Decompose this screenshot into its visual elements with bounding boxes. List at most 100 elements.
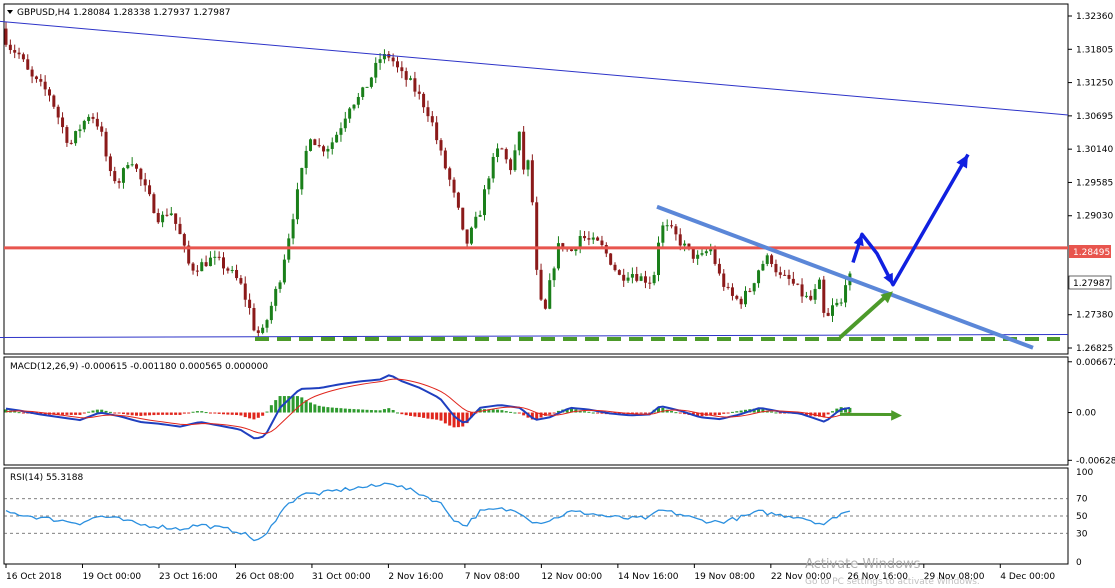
bearish-candle bbox=[791, 278, 795, 284]
macd-histogram-bar bbox=[274, 400, 278, 413]
macd-histogram-bar bbox=[339, 408, 343, 413]
macd-histogram-bar bbox=[774, 412, 778, 414]
macd-histogram-bar bbox=[522, 412, 526, 416]
level-price-label: 1.28495 bbox=[1073, 248, 1110, 258]
macd-histogram-bar bbox=[643, 412, 647, 414]
symbol-info: GBPUSD,H4 1.28084 1.28338 1.27937 1.2798… bbox=[17, 8, 230, 18]
bearish-candle bbox=[195, 270, 199, 272]
rsi-tick-label: 0 bbox=[1076, 558, 1082, 568]
macd-histogram-bar bbox=[400, 412, 404, 415]
macd-histogram-bar bbox=[369, 410, 373, 413]
bullish-candle bbox=[326, 148, 330, 152]
activate-windows-watermark: Activate Windows bbox=[805, 557, 921, 572]
macd-histogram-bar bbox=[117, 412, 121, 414]
macd-histogram-bar bbox=[91, 410, 95, 413]
macd-histogram-bar bbox=[352, 409, 356, 413]
macd-histogram-bar bbox=[509, 411, 513, 413]
price-tick-label: 1.29030 bbox=[1076, 212, 1113, 222]
bullish-candle bbox=[339, 128, 343, 135]
macd-histogram-bar bbox=[713, 412, 717, 416]
bullish-candle bbox=[356, 96, 360, 105]
bearish-candle bbox=[583, 235, 587, 239]
macd-histogram-bar bbox=[465, 412, 469, 424]
bearish-candle bbox=[39, 79, 43, 82]
bearish-candle bbox=[530, 160, 534, 203]
bullish-candle bbox=[526, 160, 530, 170]
macd-histogram-bar bbox=[491, 409, 495, 413]
bullish-candle bbox=[291, 219, 295, 239]
time-tick-label: 23 Oct 16:00 bbox=[159, 572, 218, 582]
macd-histogram-bar bbox=[661, 407, 665, 413]
macd-histogram-bar bbox=[291, 396, 295, 413]
macd-histogram-bar bbox=[235, 412, 239, 416]
price-tick-label: 1.30695 bbox=[1076, 112, 1113, 122]
bearish-candle bbox=[587, 238, 591, 240]
bullish-candle bbox=[478, 215, 482, 217]
bearish-candle bbox=[730, 287, 734, 296]
bullish-candle bbox=[578, 235, 582, 248]
macd-histogram-bar bbox=[82, 412, 86, 414]
price-tick-label: 1.30140 bbox=[1076, 145, 1113, 155]
bearish-candle bbox=[174, 213, 178, 224]
bullish-candle bbox=[278, 282, 282, 289]
price-pane[interactable] bbox=[3, 3, 1069, 355]
bearish-candle bbox=[543, 299, 547, 309]
macd-histogram-bar bbox=[648, 412, 652, 414]
macd-histogram-bar bbox=[278, 396, 282, 413]
macd-histogram-bar bbox=[378, 410, 382, 413]
macd-histogram-bar bbox=[696, 412, 700, 417]
bearish-candle bbox=[182, 234, 186, 246]
bearish-candle bbox=[317, 145, 321, 147]
bearish-candle bbox=[413, 78, 417, 92]
bullish-candle bbox=[330, 142, 334, 149]
macd-histogram-bar bbox=[21, 412, 25, 414]
time-tick-label: 31 Oct 00:00 bbox=[312, 572, 371, 582]
bearish-candle bbox=[178, 223, 182, 235]
bearish-candle bbox=[391, 57, 395, 62]
macd-histogram-bar bbox=[387, 408, 391, 413]
bearish-candle bbox=[313, 139, 317, 146]
macd-histogram-bar bbox=[591, 412, 595, 414]
bearish-candle bbox=[100, 126, 104, 132]
green-price-arrow-head bbox=[880, 291, 893, 304]
bullish-candle bbox=[130, 164, 134, 166]
bearish-candle bbox=[30, 69, 34, 77]
macd-histogram-bar bbox=[783, 412, 787, 414]
bullish-candle bbox=[817, 279, 821, 289]
bullish-candle bbox=[513, 150, 517, 171]
macd-histogram-bar bbox=[739, 410, 743, 413]
macd-histogram-bar bbox=[95, 409, 99, 413]
macd-histogram-bar bbox=[169, 412, 173, 415]
bullish-candle bbox=[348, 108, 352, 119]
bearish-candle bbox=[691, 248, 695, 259]
macd-histogram-bar bbox=[208, 412, 212, 414]
macd-histogram-bar bbox=[204, 412, 208, 414]
bullish-candle bbox=[309, 139, 312, 151]
bearish-candle bbox=[104, 131, 108, 157]
macd-histogram-bar bbox=[665, 409, 669, 413]
macd-histogram-bar bbox=[530, 412, 534, 420]
macd-pane[interactable] bbox=[3, 356, 1069, 466]
bearish-candle bbox=[235, 269, 239, 279]
bearish-candle bbox=[713, 249, 717, 264]
bearish-candle bbox=[396, 61, 399, 68]
time-tick-label: 2 Nov 16:00 bbox=[388, 572, 443, 582]
macd-histogram-bar bbox=[374, 410, 378, 413]
macd-histogram-bar bbox=[548, 412, 552, 415]
bearish-candle bbox=[252, 308, 256, 331]
bearish-candle bbox=[735, 295, 739, 299]
macd-histogram-bar bbox=[717, 412, 721, 415]
time-tick-label: 16 Oct 2018 bbox=[6, 572, 62, 582]
bullish-candle bbox=[835, 302, 839, 306]
bearish-candle bbox=[113, 171, 117, 182]
macd-histogram-bar bbox=[448, 412, 452, 426]
bearish-candle bbox=[248, 299, 252, 309]
macd-histogram-bar bbox=[674, 412, 678, 414]
macd-histogram-bar bbox=[439, 412, 443, 421]
macd-histogram-bar bbox=[735, 411, 739, 413]
dropdown-triangle-icon[interactable] bbox=[7, 10, 13, 14]
macd-tick-label: 0.006672 bbox=[1076, 358, 1115, 368]
bullish-candle bbox=[161, 214, 165, 223]
bearish-candle bbox=[617, 270, 621, 275]
